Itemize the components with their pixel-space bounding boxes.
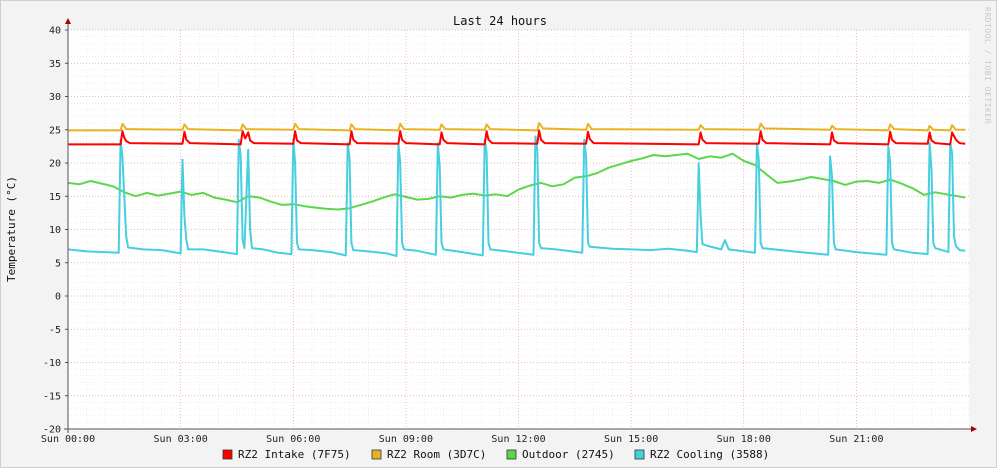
legend-label: RZ2 Cooling (3588) (650, 448, 769, 461)
x-tick-label: Sun 09:00 (379, 434, 433, 445)
legend-item: RZ2 Room (3D7C) (371, 448, 486, 461)
legend-item: RZ2 Intake (7F75) (222, 448, 351, 461)
legend-swatch (506, 449, 517, 460)
legend-label: RZ2 Room (3D7C) (387, 448, 486, 461)
legend-label: Outdoor (2745) (522, 448, 615, 461)
y-tick-label: -5 (49, 325, 61, 336)
y-tick-label: 40 (49, 26, 61, 37)
series-line (67, 152, 966, 211)
x-tick-label: Sun 03:00 (154, 434, 208, 445)
y-tick-label: -20 (43, 425, 61, 436)
x-tick-label: Sun 18:00 (717, 434, 771, 445)
y-tick-label: 15 (49, 192, 61, 203)
series-line (68, 122, 966, 132)
x-tick-label: Sun 12:00 (491, 434, 545, 445)
x-tick-label: Sun 00:00 (41, 434, 95, 445)
chart-title: Last 24 hours (453, 14, 547, 28)
y-axis-arrow (65, 18, 71, 24)
y-tick-label: -10 (43, 358, 61, 369)
x-axis-arrow (971, 426, 977, 432)
y-tick-label: 25 (49, 125, 61, 136)
y-tick-label: 0 (55, 292, 61, 303)
x-tick-label: Sun 06:00 (266, 434, 320, 445)
series-line (68, 129, 966, 146)
y-tick-label: 30 (49, 92, 61, 103)
legend: RZ2 Intake (7F75) RZ2 Room (3D7C) Outdoor … (222, 448, 769, 461)
legend-swatch (222, 449, 233, 460)
y-tick-label: 35 (49, 59, 61, 70)
x-tick-labels: Sun 00:00 Sun 03:00 Sun 06:00 Sun 09:00 Sun … (41, 434, 884, 445)
series-line (67, 135, 966, 258)
y-tick-labels: 40 35 30 25 20 15 10 5 0 -5 -10 -15 -20 (43, 26, 68, 436)
series-lines (67, 122, 966, 258)
y-tick-label: -15 (43, 391, 61, 402)
legend-swatch (371, 449, 382, 460)
y-tick-label: 5 (55, 258, 61, 269)
legend-swatch (634, 449, 645, 460)
axes (64, 18, 977, 433)
x-tick-label: Sun 15:00 (604, 434, 658, 445)
y-tick-label: 20 (49, 159, 61, 170)
legend-item: RZ2 Cooling (3588) (634, 448, 769, 461)
y-axis-label: Temperature (°C) (5, 176, 18, 282)
y-tick-label: 10 (49, 225, 61, 236)
legend-label: RZ2 Intake (7F75) (238, 448, 351, 461)
legend-item: Outdoor (2745) (506, 448, 615, 461)
x-tick-label: Sun 21:00 (829, 434, 883, 445)
watermark: RRDTOOL / TOBI OETIKER (983, 7, 992, 124)
